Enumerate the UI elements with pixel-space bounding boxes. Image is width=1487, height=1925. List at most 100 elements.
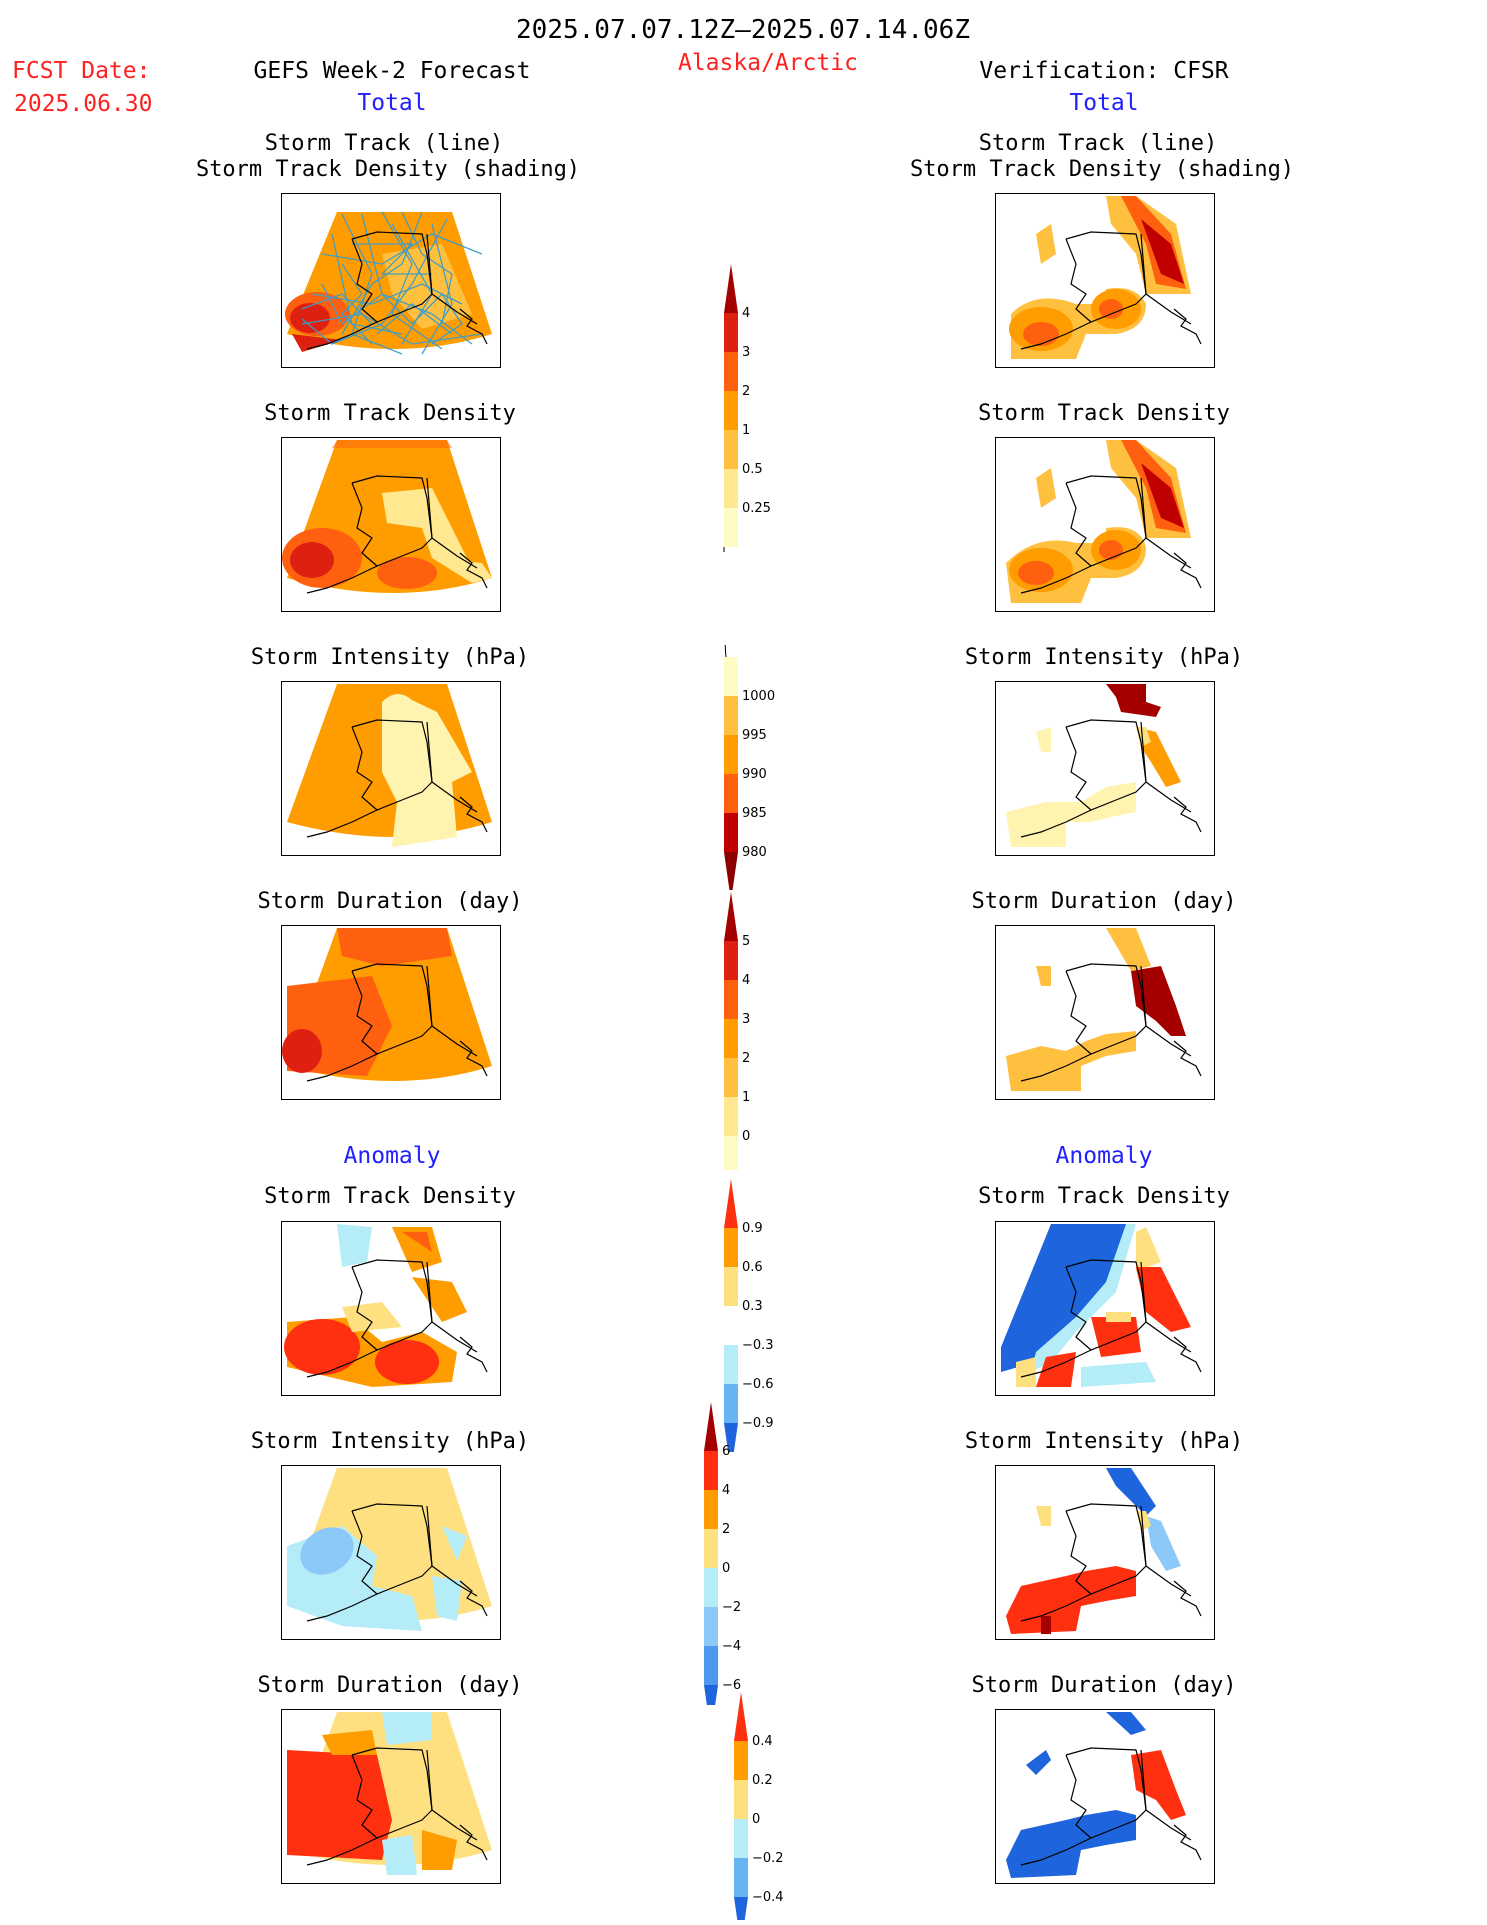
colorbar-segment <box>734 1819 748 1858</box>
fc-track-shading-title: Storm Track Density (shading) <box>195 157 581 182</box>
vf-track-map <box>995 193 1215 368</box>
colorbar-segment <box>724 1267 738 1306</box>
colorbar-label: 0.2 <box>752 1773 773 1788</box>
colorbar-segment <box>704 1529 718 1568</box>
vf-anom-duration-map <box>995 1709 1215 1884</box>
colorbar-segment <box>724 469 738 508</box>
vf-anom-intensity-map <box>995 1465 1215 1640</box>
colorbar-segment <box>724 430 738 469</box>
colorbar-label: 980 <box>742 845 767 860</box>
colorbar-segment <box>724 735 738 774</box>
colorbar-label: 4 <box>742 973 750 988</box>
colorbar-label: 6 <box>722 1444 730 1459</box>
colorbar-segment <box>724 941 738 980</box>
colorbar-anom-intensity: 6 4 2 0 −2 −4 −6 <box>704 1402 741 1705</box>
colorbar-label: 0 <box>742 1129 750 1144</box>
colorbar-segment <box>724 1019 738 1058</box>
vf-duration-map <box>995 925 1215 1100</box>
fc-density-title: Storm Track Density <box>264 401 516 426</box>
colorbar-segment <box>734 1780 748 1819</box>
colorbar-label: −2 <box>722 1600 741 1615</box>
fc-track-line-title: Storm Track (line) <box>264 131 504 156</box>
colorbar-label: −6 <box>722 1678 741 1693</box>
colorbar-segment <box>704 1646 718 1685</box>
colorbar-segment <box>724 1384 738 1423</box>
colorbar-label: 985 <box>742 806 767 821</box>
colorbar-segment <box>724 1058 738 1097</box>
fc-duration-map <box>281 925 501 1100</box>
colorbar-segment <box>724 1179 738 1228</box>
colorbar-segment <box>704 1607 718 1646</box>
colorbar-segment <box>734 1897 748 1920</box>
colorbar-segment <box>704 1490 718 1529</box>
fc-track-map <box>281 193 501 368</box>
colorbar-label: 2 <box>722 1522 730 1537</box>
colorbar-label: 0 <box>752 1812 760 1827</box>
verification-total-label: Total <box>1069 90 1139 116</box>
colorbar-label: 2 <box>742 1051 750 1066</box>
colorbar-segment <box>734 1692 748 1741</box>
vf-anomaly-label: Anomaly <box>1055 1143 1153 1169</box>
colorbar-label: 0.4 <box>752 1734 773 1749</box>
colorbar-label: 2 <box>742 384 750 399</box>
verification-title: Verification: CFSR <box>979 58 1229 84</box>
colorbar-segment <box>724 852 738 890</box>
vf-density-title: Storm Track Density <box>978 401 1230 426</box>
vf-duration-title: Storm Duration (day) <box>971 889 1237 914</box>
colorbar-label: −0.9 <box>742 1416 774 1431</box>
colorbar-anom-density: 0.9 0.6 0.3 −0.3 −0.6 −0.9 <box>724 1179 774 1452</box>
colorbar-segment <box>724 508 738 547</box>
colorbar-label: 0.6 <box>742 1260 763 1275</box>
colorbar-segment <box>724 1228 738 1267</box>
colorbar-segment <box>724 696 738 735</box>
fc-anom-intensity-map <box>281 1465 501 1640</box>
fc-anom-duration-map <box>281 1709 501 1884</box>
colorbar-total-density: 4 3 2 1 0.5 0.25 <box>723 264 771 552</box>
colorbar-label: 1 <box>742 1090 750 1105</box>
colorbar-label: 3 <box>742 1012 750 1027</box>
colorbar-label: 1000 <box>742 689 775 704</box>
forecast-title: GEFS Week-2 Forecast <box>253 58 531 84</box>
colorbar-label: 3 <box>742 345 750 360</box>
fc-anom-intensity-title: Storm Intensity (hPa) <box>250 1429 530 1454</box>
vf-anom-density-title: Storm Track Density <box>978 1184 1230 1209</box>
colorbar-segment <box>704 1685 718 1705</box>
fc-anom-duration-title: Storm Duration (day) <box>257 1673 523 1698</box>
colorbar-label: 990 <box>742 767 767 782</box>
fcst-date-label: FCST Date: <box>12 58 151 84</box>
fcst-date-value: 2025.06.30 <box>14 91 153 117</box>
colorbar-segment <box>724 657 738 696</box>
fc-anom-density-map <box>281 1221 501 1396</box>
colorbar-segment <box>724 1097 738 1136</box>
fc-duration-title: Storm Duration (day) <box>257 889 523 914</box>
colorbar-segment <box>734 1858 748 1897</box>
colorbar-segment <box>724 774 738 813</box>
colorbar-segment <box>724 1306 738 1345</box>
colorbar-label: 0.5 <box>742 462 763 477</box>
colorbar-label: 5 <box>742 934 750 949</box>
vf-intensity-map <box>995 681 1215 856</box>
colorbar-label: 4 <box>722 1483 730 1498</box>
colorbar-label: 0.25 <box>742 501 771 516</box>
colorbar-anom-duration: 0.4 0.2 0 −0.2 −0.4 <box>734 1692 784 1920</box>
colorbar-segment <box>724 1345 738 1384</box>
vf-anom-intensity-title: Storm Intensity (hPa) <box>964 1429 1244 1454</box>
colorbar-label: −0.3 <box>742 1338 774 1353</box>
colorbar-label: 1 <box>742 423 750 438</box>
vf-track-line-title: Storm Track (line) <box>978 131 1218 156</box>
colorbar-total-intensity: 1000 995 990 985 980 <box>724 645 775 890</box>
colorbar-segment <box>704 1568 718 1607</box>
colorbar-tail <box>723 546 725 552</box>
colorbar-segment <box>724 892 738 941</box>
colorbar-segment <box>704 1451 718 1490</box>
colorbar-tail <box>724 645 727 658</box>
vf-anom-duration-title: Storm Duration (day) <box>971 1673 1237 1698</box>
colorbar-label: 0.9 <box>742 1221 763 1236</box>
colorbar-segment <box>724 980 738 1019</box>
colorbar-total-duration: 5 4 3 2 1 0 <box>724 892 750 1170</box>
colorbar-label: −4 <box>722 1639 741 1654</box>
colorbar-label: −0.2 <box>752 1851 784 1866</box>
colorbar-label: 4 <box>742 306 750 321</box>
vf-anom-density-map <box>995 1221 1215 1396</box>
vf-track-shading-title: Storm Track Density (shading) <box>909 157 1295 182</box>
